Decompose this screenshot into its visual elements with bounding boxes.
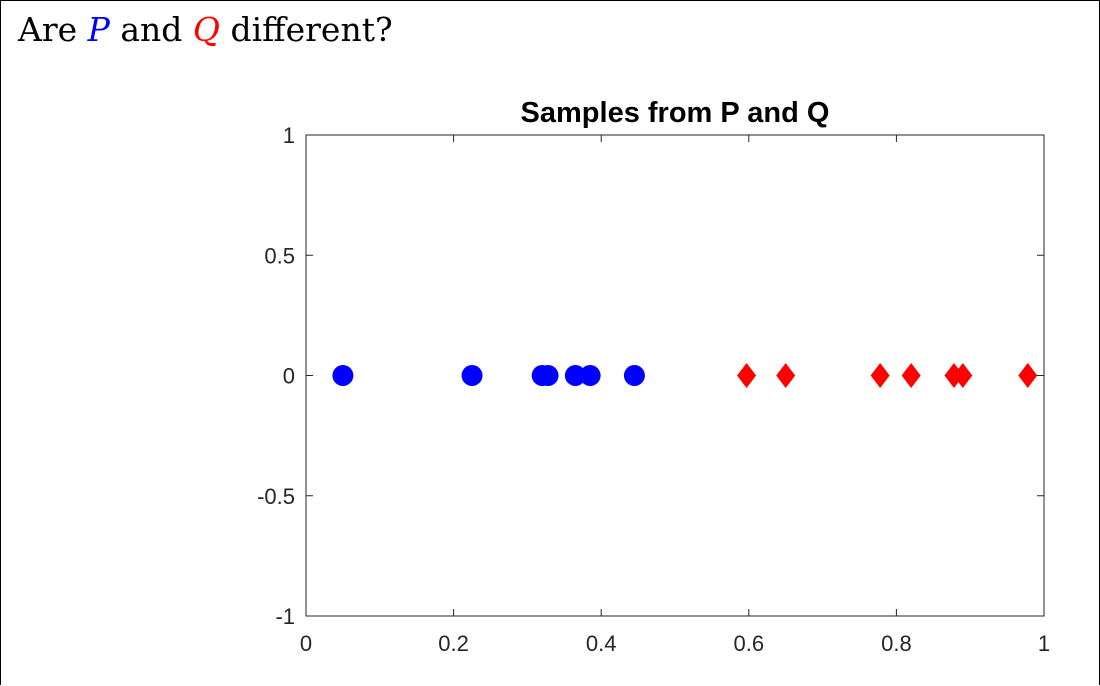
data-marks bbox=[332, 363, 1038, 388]
question-heading: Are P and Q different? bbox=[18, 10, 393, 49]
x-tick-label: 0.8 bbox=[881, 631, 912, 656]
data-point-circle bbox=[537, 365, 559, 386]
y-tick-label: -1 bbox=[275, 604, 295, 629]
heading-conjunction: and bbox=[120, 10, 183, 49]
data-point-diamond bbox=[776, 363, 796, 388]
x-tick-label: 0.4 bbox=[586, 631, 617, 656]
x-tick-label: 0.2 bbox=[438, 631, 469, 656]
x-tick-label: 0 bbox=[300, 631, 312, 656]
variable-q: Q bbox=[192, 10, 220, 49]
y-tick-label: 0 bbox=[283, 364, 295, 389]
data-point-circle bbox=[564, 365, 586, 386]
data-point-circle bbox=[332, 365, 354, 386]
heading-suffix: different? bbox=[230, 10, 393, 49]
data-point-circle bbox=[579, 365, 601, 386]
data-point-diamond bbox=[1018, 363, 1038, 388]
y-tick-label: 1 bbox=[283, 123, 295, 148]
data-point-circle bbox=[461, 365, 483, 386]
y-tick-label: -0.5 bbox=[257, 484, 295, 509]
axis-ticks: 0 0.2 0.4 0.6 0.8 1 1 0.5 0 -0.5 -1 bbox=[257, 123, 1050, 656]
plot-area-box bbox=[305, 134, 1045, 617]
heading-prefix: Are bbox=[18, 10, 78, 49]
data-point-circle bbox=[623, 365, 645, 386]
data-point-diamond bbox=[870, 363, 890, 388]
data-point-diamond bbox=[953, 363, 973, 388]
x-tick-label: 1 bbox=[1038, 631, 1050, 656]
data-point-diamond bbox=[901, 363, 921, 388]
data-point-diamond bbox=[737, 363, 757, 388]
chart-title: Samples from P and Q bbox=[521, 97, 830, 129]
variable-p: P bbox=[87, 10, 110, 49]
y-tick-label: 0.5 bbox=[264, 243, 295, 268]
x-tick-label: 0.6 bbox=[734, 631, 765, 656]
